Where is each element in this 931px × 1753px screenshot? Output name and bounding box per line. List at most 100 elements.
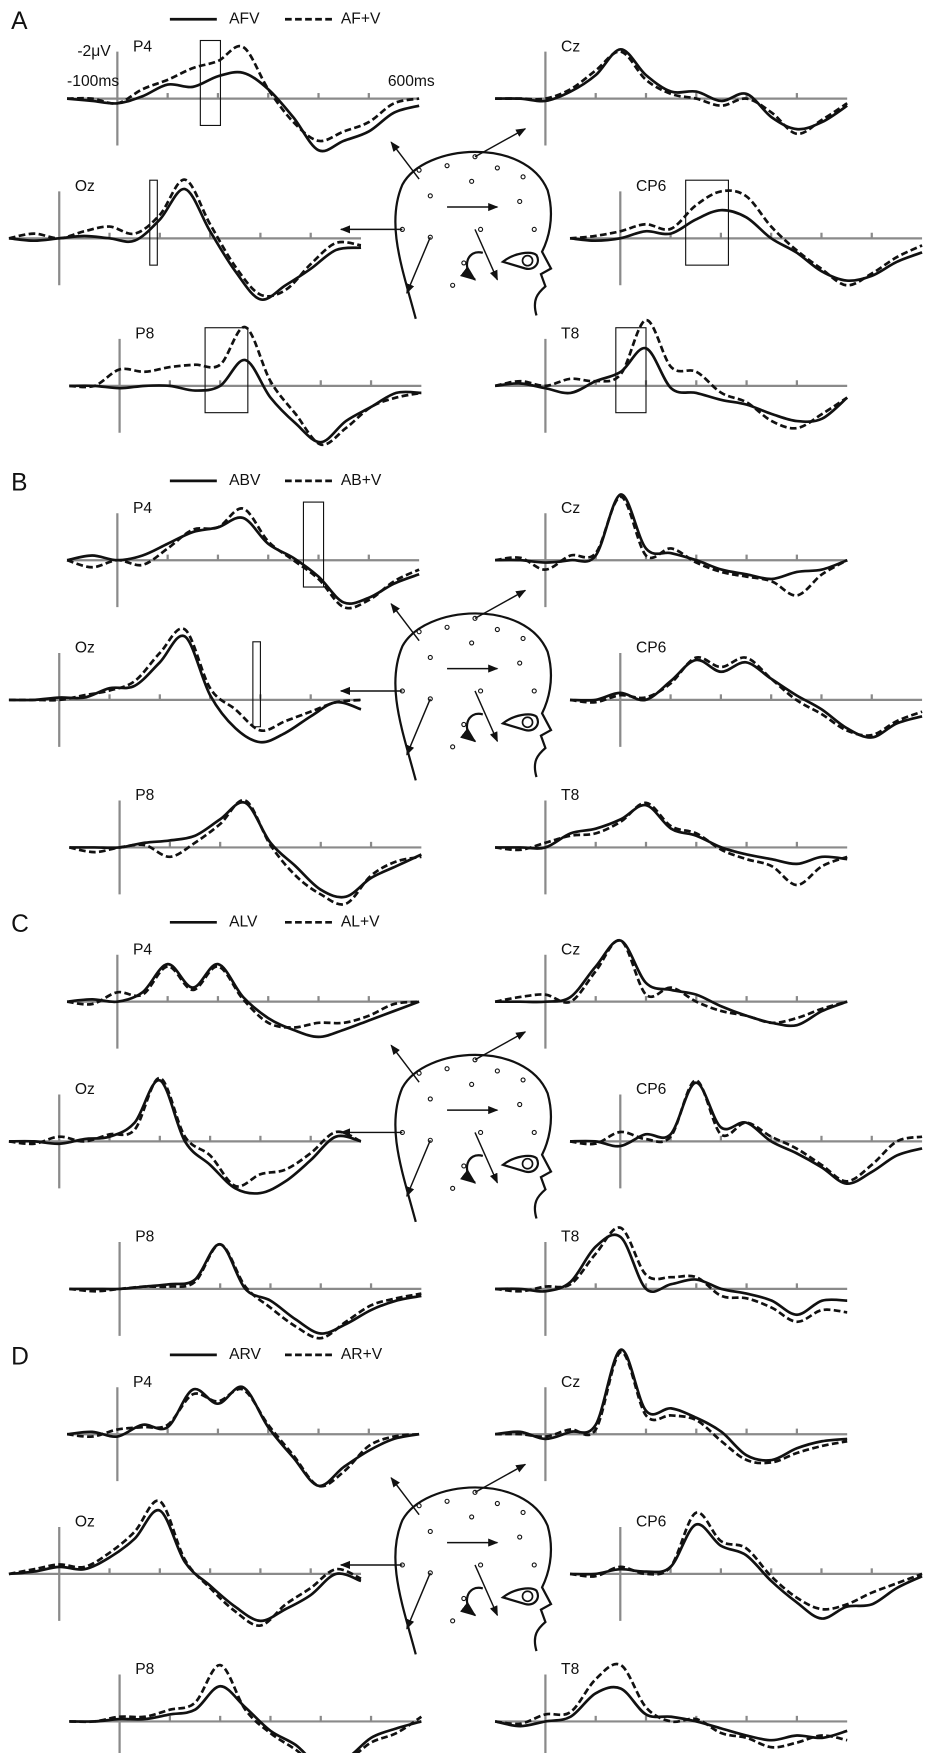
waveform <box>69 798 422 906</box>
electrode-plot: P4 <box>66 500 420 610</box>
electrode-dot <box>427 193 433 199</box>
waveform <box>66 70 420 153</box>
electrode-plot: Oz <box>8 178 362 301</box>
x-tick-label: -100ms <box>67 73 119 90</box>
electrode-dot <box>478 226 484 232</box>
electrode-dot <box>517 660 523 666</box>
electrode-label: Cz <box>561 38 580 55</box>
electrode-dot <box>494 626 500 633</box>
electrode-plot: P4 <box>66 1374 420 1488</box>
electrode-label: T8 <box>561 326 580 343</box>
electrode-label: Oz <box>75 178 95 195</box>
waveform <box>494 1348 848 1462</box>
waveform <box>569 1081 923 1185</box>
electrode-dot <box>494 1068 500 1074</box>
head-outline <box>394 1486 553 1655</box>
electrode-label: Oz <box>75 1081 95 1098</box>
electrode-dot <box>416 629 422 635</box>
head-outline <box>394 150 553 320</box>
electrode-dot <box>450 282 456 288</box>
waveform <box>8 1499 362 1627</box>
waveform <box>66 1387 420 1488</box>
waveform <box>494 495 848 597</box>
electrode-dot <box>416 1070 422 1076</box>
eye <box>500 1154 539 1174</box>
electrode-dot <box>444 1498 450 1504</box>
electrode-label: P4 <box>133 500 152 517</box>
electrode-plot: P8 <box>69 1229 422 1340</box>
waveform <box>494 939 848 1025</box>
legend-label: AR+V <box>341 1346 383 1363</box>
legend-label: ABV <box>229 472 261 489</box>
electrode-dot <box>461 721 467 728</box>
electrode-dot <box>469 1514 475 1520</box>
waveform <box>495 47 848 131</box>
legend-label: ARV <box>229 1346 261 1363</box>
arrow <box>390 602 420 642</box>
waveform <box>569 1079 923 1183</box>
waveform <box>494 1662 848 1749</box>
arrow <box>474 690 499 743</box>
waveform <box>495 803 848 866</box>
arrow <box>390 1044 420 1083</box>
rotation-arrow <box>460 1154 484 1184</box>
electrode-dot <box>469 178 475 184</box>
electrode-plot: T8 <box>494 1661 848 1753</box>
electrode-plot: Cz <box>494 1348 848 1482</box>
time-window <box>302 501 325 588</box>
electrode-dot <box>427 654 433 661</box>
electrode-dot <box>531 226 537 232</box>
electrode-plot: Oz <box>8 627 362 747</box>
legend-label: AFV <box>229 10 260 27</box>
electrode-label: CP6 <box>636 640 666 657</box>
waveform <box>569 1522 923 1620</box>
waveform <box>66 1385 420 1488</box>
electrode-plot: P8 <box>69 325 422 447</box>
waveform <box>69 1663 423 1753</box>
electrode-dot <box>427 1528 433 1535</box>
arrow <box>390 141 420 180</box>
electrode-label: P8 <box>135 1661 154 1678</box>
arrow <box>474 229 499 281</box>
electrode-plot: CP6 <box>569 178 923 287</box>
arrow <box>474 1132 499 1184</box>
electrode-dot <box>478 1562 484 1568</box>
electrode-dot <box>469 1081 475 1087</box>
electrode-plot: T8 <box>494 1226 848 1336</box>
waveform <box>69 325 422 447</box>
waveform <box>69 800 422 899</box>
electrode-dot <box>427 1096 433 1102</box>
electrode-dot <box>469 640 475 646</box>
waveform <box>569 208 923 283</box>
electrode-label: P8 <box>135 1229 154 1246</box>
electrode-dot <box>450 1618 456 1624</box>
legend-label: ALV <box>229 913 258 930</box>
panel-label: D <box>11 1344 29 1371</box>
waveform <box>69 1242 422 1340</box>
waveform <box>66 965 420 1029</box>
waveform <box>494 801 848 887</box>
waveform <box>67 44 420 143</box>
waveform <box>494 346 849 424</box>
waveform <box>66 516 420 605</box>
electrode-dot <box>517 198 523 205</box>
waveform <box>8 1079 362 1195</box>
waveform <box>8 1076 362 1188</box>
electrode-dot <box>517 1534 523 1540</box>
panel-label: C <box>11 911 29 938</box>
waveform <box>66 962 420 1039</box>
waveform <box>495 493 848 581</box>
electrode-dot <box>478 688 484 694</box>
electrode-label: Oz <box>75 1514 95 1531</box>
rotation-arrow <box>460 251 484 281</box>
pupil <box>521 1590 534 1603</box>
electrode-plot: P8 <box>69 787 422 906</box>
arrow <box>406 698 431 756</box>
arrow <box>406 1139 431 1198</box>
electrode-dot <box>494 1500 500 1507</box>
pupil <box>521 1157 534 1170</box>
electrode-dot <box>531 1129 537 1136</box>
electrode-plot: T8 <box>494 318 849 433</box>
